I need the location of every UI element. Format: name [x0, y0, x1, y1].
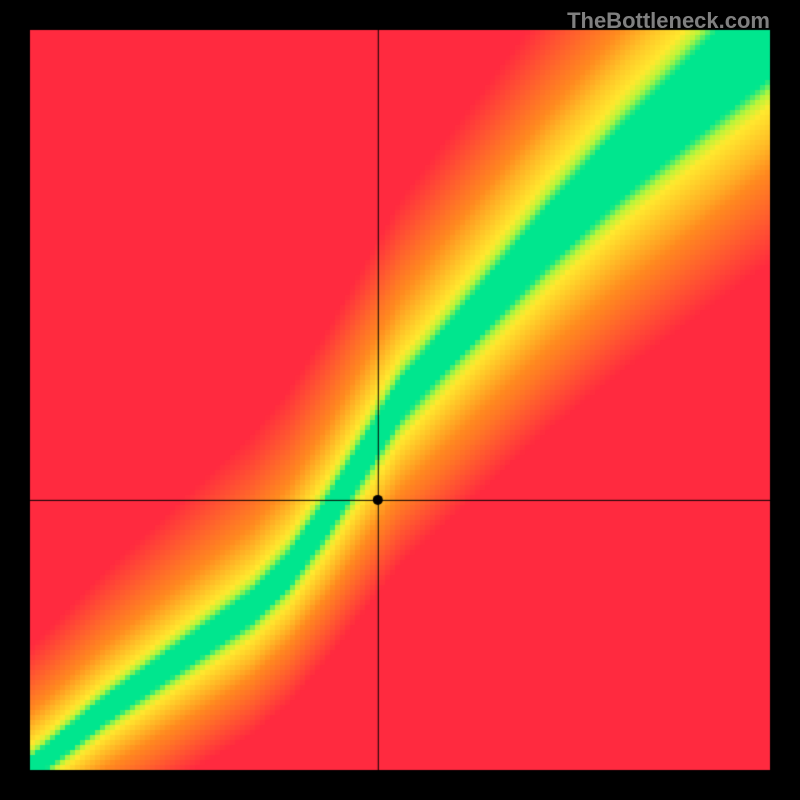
bottleneck-heatmap-canvas: [0, 0, 800, 800]
watermark-text: TheBottleneck.com: [567, 8, 770, 34]
chart-container: TheBottleneck.com: [0, 0, 800, 800]
